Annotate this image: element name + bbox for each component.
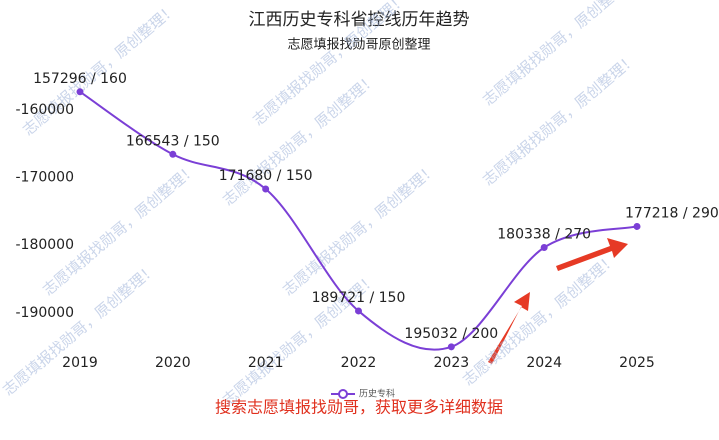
arrows bbox=[488, 238, 628, 364]
x-tick-label: 2021 bbox=[248, 355, 284, 371]
watermark: 志愿填报找勋哥，原创整理！ bbox=[479, 50, 640, 189]
arrow bbox=[556, 238, 628, 271]
data-label: 157296 / 160 bbox=[33, 71, 127, 87]
point bbox=[355, 307, 362, 315]
point bbox=[447, 343, 455, 351]
point bbox=[262, 185, 270, 193]
x-tick-label: 2020 bbox=[155, 355, 191, 371]
y-tick-label: -190000 bbox=[16, 305, 75, 321]
x-tick-label: 2022 bbox=[341, 355, 377, 371]
chart-subtitle: 志愿填报找勋哥原创整理 bbox=[287, 38, 430, 53]
data-label: 166543 / 150 bbox=[126, 133, 220, 149]
point bbox=[76, 88, 84, 96]
chart-title: 江西历史专科省控线历年趋势 bbox=[249, 10, 470, 30]
data-label: 177218 / 290 bbox=[625, 205, 719, 221]
data-label: 171680 / 150 bbox=[219, 168, 313, 184]
legend-label: 历史专科 bbox=[359, 388, 395, 400]
y-tick-label: -160000 bbox=[16, 102, 75, 118]
footer: 搜索志愿填报找勋哥，获取更多详细数据 bbox=[215, 398, 503, 417]
y-tick-label: -180000 bbox=[16, 237, 75, 253]
arrow bbox=[488, 292, 530, 364]
watermark: 志愿填报找勋哥，原创整理！ bbox=[479, 0, 640, 109]
watermark: 志愿填报找勋哥，原创整理！ bbox=[19, 0, 180, 139]
point bbox=[169, 150, 177, 158]
point bbox=[633, 222, 641, 230]
data-label: 180338 / 270 bbox=[497, 227, 591, 243]
legend-marker bbox=[338, 389, 348, 399]
x-tick-label: 2023 bbox=[434, 355, 470, 371]
x-tick-label: 2019 bbox=[62, 355, 98, 371]
y-tick-label: -170000 bbox=[16, 170, 75, 186]
x-tick-label: 2025 bbox=[619, 355, 655, 371]
point bbox=[540, 244, 548, 252]
watermark: 志愿填报找勋哥，原创整理！ bbox=[0, 260, 160, 399]
x-tick-label: 2024 bbox=[526, 355, 562, 371]
data-label: 195032 / 200 bbox=[404, 326, 498, 342]
data-label: 189721 / 150 bbox=[312, 290, 406, 306]
